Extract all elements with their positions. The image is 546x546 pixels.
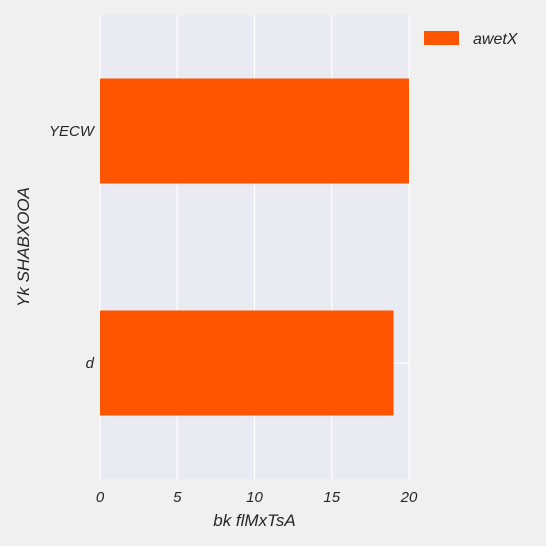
y-category-labels: YECW d bbox=[49, 123, 96, 372]
legend-swatch bbox=[424, 31, 459, 45]
x-tick-labels: 0 5 10 15 20 bbox=[96, 489, 418, 506]
bar bbox=[100, 310, 394, 416]
x-tick-label: 10 bbox=[246, 489, 263, 506]
y-axis-label: Yk SHABXOOA bbox=[14, 187, 33, 307]
x-tick-label: 0 bbox=[96, 489, 105, 506]
legend: awetX bbox=[424, 31, 519, 48]
bar bbox=[100, 78, 409, 184]
legend-label: awetX bbox=[473, 31, 519, 48]
y-category-label: d bbox=[86, 355, 95, 372]
y-category-label: YECW bbox=[49, 123, 96, 140]
bars bbox=[100, 78, 409, 416]
x-axis-label: bk flMxTsA bbox=[213, 511, 296, 530]
x-tick-label: 15 bbox=[323, 489, 340, 506]
x-tick-label: 20 bbox=[400, 489, 418, 506]
x-tick-label: 5 bbox=[173, 489, 182, 506]
